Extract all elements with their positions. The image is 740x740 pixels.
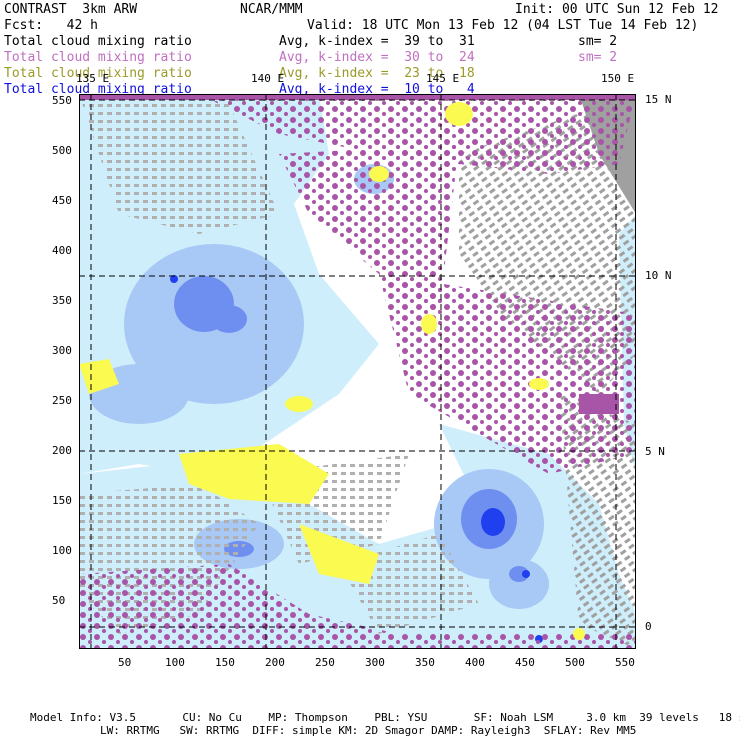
x-tick-label: 150	[215, 656, 235, 669]
x-tick-label: 100	[165, 656, 185, 669]
field-2-kindex: Avg, k-index = 30 to 24	[279, 50, 475, 65]
field-1-sm: sm= 2	[578, 34, 618, 49]
y-tick-label: 500	[52, 144, 72, 157]
cloud-mixing-ratio-map	[79, 94, 636, 649]
model-info-line-2: LW: RRTMG SW: RRTMG DIFF: simple KM: 2D …	[100, 724, 637, 737]
field-3-name: Total cloud mixing ratio	[4, 66, 192, 81]
field-4-kindex: Avg, k-index = 10 to 4	[279, 82, 475, 97]
y-tick-label: 300	[52, 344, 72, 357]
y-tick-label: 450	[52, 194, 72, 207]
lat-label: 5 N	[645, 445, 665, 458]
purple-cloud-layer	[79, 94, 636, 649]
lon-label: 145 E	[426, 72, 460, 85]
field-3-kindex: Avg, k-index = 23 to 18	[279, 66, 475, 81]
center-title: NCAR/MMM	[240, 2, 303, 17]
x-tick-label: 550	[615, 656, 635, 669]
lat-lon-grid	[79, 94, 636, 649]
x-tick-label: 50	[118, 656, 132, 669]
field-2-sm: sm= 2	[578, 50, 618, 65]
field-1-name: Total cloud mixing ratio	[4, 34, 192, 49]
yellow-cloud-layer	[79, 102, 585, 640]
x-tick-label: 250	[315, 656, 335, 669]
field-2-name: Total cloud mixing ratio	[4, 50, 192, 65]
plot-frame	[79, 94, 636, 649]
lon-label: 150 E	[601, 72, 635, 85]
x-tick-label: 450	[515, 656, 535, 669]
lat-label: 10 N	[645, 269, 672, 282]
model-info-line-1: Model Info: V3.5 CU: No Cu MP: Thompson …	[30, 711, 740, 724]
lon-label: 140 E	[251, 72, 285, 85]
forecast-hour: Fcst: 42 h	[4, 18, 98, 33]
lat-label: 15 N	[645, 93, 672, 106]
field-1-kindex: Avg, k-index = 39 to 31	[279, 34, 475, 49]
y-tick-label: 350	[52, 294, 72, 307]
model-title: CONTRAST 3km ARW	[4, 2, 138, 17]
y-tick-label: 200	[52, 444, 72, 457]
y-tick-label: 400	[52, 244, 72, 257]
y-tick-label: 100	[52, 544, 72, 557]
y-tick-label: 150	[52, 494, 72, 507]
valid-time: Valid: 18 UTC Mon 13 Feb 12 (04 LST Tue …	[307, 18, 699, 33]
y-tick-label: 550	[52, 94, 72, 107]
y-tick-label: 250	[52, 394, 72, 407]
field-4-name: Total cloud mixing ratio	[4, 82, 192, 97]
lat-label: 0	[645, 620, 652, 633]
x-tick-label: 300	[365, 656, 385, 669]
x-tick-label: 400	[465, 656, 485, 669]
x-tick-label: 500	[565, 656, 585, 669]
x-tick-label: 350	[415, 656, 435, 669]
lon-label: 135 E	[76, 72, 110, 85]
y-tick-label: 50	[52, 594, 66, 607]
init-time: Init: 00 UTC Sun 12 Feb 12	[515, 2, 719, 17]
x-tick-label: 200	[265, 656, 285, 669]
